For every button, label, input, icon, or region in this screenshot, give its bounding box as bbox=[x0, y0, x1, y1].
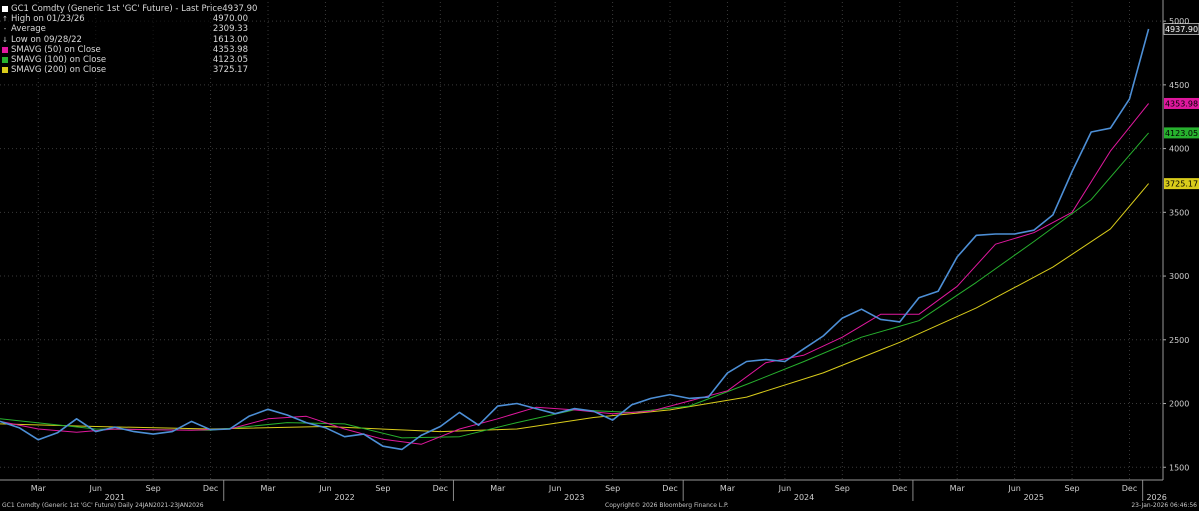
x-year-label: 2026 bbox=[1146, 493, 1166, 502]
legend-title-row: GC1 Comdty (Generic 1st 'GC' Future) - L… bbox=[2, 4, 257, 14]
x-month-label: Sep bbox=[1065, 484, 1080, 493]
y-tick-label: 4000 bbox=[1169, 145, 1189, 154]
legend-row-low: ↓ Low on 09/28/22 1613.00 bbox=[2, 35, 248, 45]
sma-line bbox=[0, 183, 1149, 433]
x-month-label: Mar bbox=[31, 484, 47, 493]
price-swatch bbox=[2, 6, 8, 13]
x-month-label: Mar bbox=[490, 484, 506, 493]
legend-label: SMAVG (100) on Close bbox=[11, 55, 107, 66]
legend-label: SMAVG (50) on Close bbox=[11, 44, 101, 55]
legend-value: 3725.17 bbox=[212, 65, 248, 76]
legend-label: SMAVG (200) on Close bbox=[11, 65, 107, 76]
legend-row-sma200: SMAVG (200) on Close 3725.17 bbox=[2, 65, 248, 75]
x-year-label: 2021 bbox=[105, 493, 125, 502]
last-value-label: 4123.05 bbox=[1165, 129, 1198, 138]
legend-label: High on 01/23/26 bbox=[11, 14, 85, 25]
x-year-label: 2023 bbox=[564, 493, 584, 502]
x-month-label: Mar bbox=[950, 484, 966, 493]
y-tick-label: 4500 bbox=[1169, 81, 1189, 90]
last-value-tag bbox=[1164, 178, 1199, 190]
legend-title: GC1 Comdty (Generic 1st 'GC' Future) - L… bbox=[11, 4, 223, 14]
x-month-label: Dec bbox=[433, 484, 448, 493]
last-value-label: 4937.90 bbox=[1165, 25, 1198, 34]
x-month-label: Mar bbox=[720, 484, 736, 493]
last-value-tag bbox=[1164, 97, 1199, 109]
last-value-tag bbox=[1163, 23, 1199, 35]
sma-line bbox=[0, 103, 1149, 445]
x-month-label: Jun bbox=[778, 484, 792, 493]
y-tick-label: 3500 bbox=[1169, 208, 1189, 217]
x-month-label: Sep bbox=[835, 484, 850, 493]
x-month-label: Dec bbox=[892, 484, 907, 493]
legend-row-sma50: SMAVG (50) on Close 4353.98 bbox=[2, 45, 248, 55]
sma-line bbox=[0, 132, 1149, 439]
x-month-label: Dec bbox=[1122, 484, 1137, 493]
legend-label: Average bbox=[11, 24, 46, 35]
high-arrow-icon: ↑ bbox=[2, 15, 8, 24]
x-year-label: 2025 bbox=[1024, 493, 1044, 502]
sma50-swatch bbox=[2, 46, 8, 53]
low-arrow-icon: ↓ bbox=[2, 35, 8, 44]
legend-title-value: 4937.90 bbox=[222, 4, 258, 14]
price-line bbox=[0, 28, 1150, 451]
legend-row-sma100: SMAVG (100) on Close 4123.05 bbox=[2, 55, 248, 65]
x-month-label: Mar bbox=[260, 484, 276, 493]
y-tick-label: 2000 bbox=[1169, 400, 1189, 409]
footer-timestamp: 23-Jan-2026 06:46:56 bbox=[1131, 502, 1197, 509]
y-tick-label: 5000 bbox=[1169, 17, 1189, 26]
x-year-label: 2024 bbox=[794, 493, 814, 502]
x-month-label: Sep bbox=[146, 484, 161, 493]
footer-source: GC1 Comdty (Generic 1st 'GC' Future) Dai… bbox=[2, 502, 204, 509]
legend-value: 2309.33 bbox=[212, 24, 248, 35]
x-month-label: Sep bbox=[605, 484, 620, 493]
footer-copyright: Copyright© 2026 Bloomberg Finance L.P. bbox=[605, 502, 729, 509]
chart-legend: GC1 Comdty (Generic 1st 'GC' Future) - L… bbox=[2, 4, 257, 76]
last-value-label: 3725.17 bbox=[1165, 180, 1198, 189]
last-value-label: 4353.98 bbox=[1165, 99, 1198, 108]
legend-row-high: ↑ High on 01/23/26 4970.00 bbox=[2, 14, 248, 24]
average-dash-icon: - bbox=[3, 25, 7, 34]
y-tick-label: 2500 bbox=[1169, 336, 1189, 345]
legend-value: 1613.00 bbox=[212, 34, 248, 45]
x-month-label: Jun bbox=[318, 484, 332, 493]
x-month-label: Sep bbox=[375, 484, 390, 493]
x-month-label: Jun bbox=[548, 484, 562, 493]
y-tick-label: 1500 bbox=[1169, 463, 1189, 472]
x-month-label: Jun bbox=[88, 484, 102, 493]
legend-value: 4353.98 bbox=[212, 44, 248, 55]
x-month-label: Dec bbox=[203, 484, 218, 493]
x-month-label: Dec bbox=[662, 484, 677, 493]
legend-label: Low on 09/28/22 bbox=[11, 34, 82, 45]
legend-value: 4970.00 bbox=[212, 14, 248, 25]
x-year-label: 2022 bbox=[334, 493, 354, 502]
legend-value: 4123.05 bbox=[212, 55, 248, 66]
legend-row-average: - Average 2309.33 bbox=[2, 24, 248, 34]
sma100-swatch bbox=[2, 57, 8, 64]
sma200-swatch bbox=[2, 67, 8, 74]
last-value-tag bbox=[1164, 127, 1199, 139]
y-tick-label: 3000 bbox=[1169, 272, 1189, 281]
x-month-label: Jun bbox=[1007, 484, 1021, 493]
